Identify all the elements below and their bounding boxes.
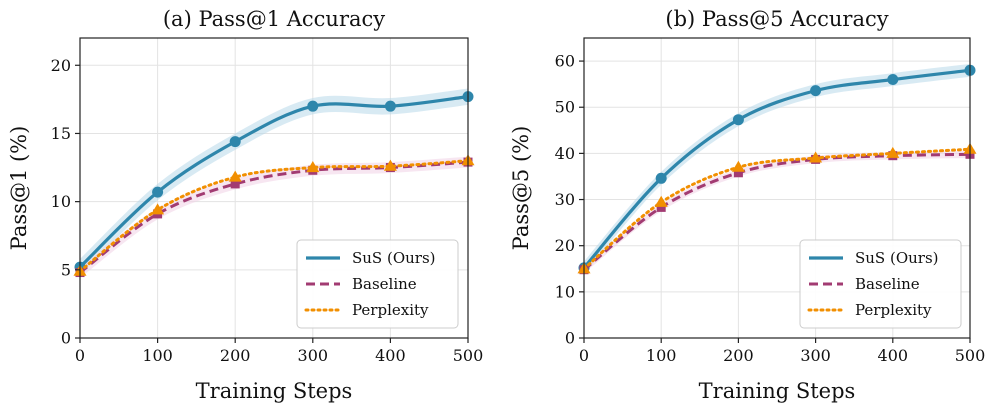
perplexity-point bbox=[731, 160, 745, 172]
chart-title: (a) Pass@1 Accuracy bbox=[163, 7, 385, 31]
legend: SuS (Ours) Baseline Perplexity bbox=[296, 239, 459, 329]
legend-label: Baseline bbox=[352, 275, 417, 293]
plot-frame bbox=[583, 37, 971, 339]
x-tick-label: 200 bbox=[723, 346, 754, 365]
legend-box bbox=[799, 239, 962, 329]
sus-point bbox=[887, 74, 899, 86]
y-tick-label: 50 bbox=[555, 98, 575, 117]
legend-label: SuS (Ours) bbox=[855, 249, 939, 267]
legend-box bbox=[296, 239, 459, 329]
x-tick-label: 100 bbox=[142, 346, 173, 365]
y-tick-label: 20 bbox=[51, 56, 71, 75]
sus-point bbox=[655, 172, 667, 184]
x-tick-label: 400 bbox=[375, 346, 406, 365]
panel-pass-at-1: 0 100 200 300 400 500 0 5 10 15 20 (a) Pass@1 Accur… bbox=[7, 7, 483, 403]
legend: SuS (Ours) Baseline Perplexity bbox=[799, 239, 962, 329]
y-tick-label: 40 bbox=[555, 144, 575, 163]
x-tick-label: 500 bbox=[453, 346, 484, 365]
sus-point bbox=[307, 100, 319, 112]
x-tick-label: 300 bbox=[800, 346, 831, 365]
sus-point bbox=[732, 114, 744, 126]
y-tick-label: 10 bbox=[51, 192, 71, 211]
sus-point bbox=[152, 186, 164, 198]
x-tick-label: 0 bbox=[75, 346, 85, 365]
y-tick-label: 60 bbox=[555, 52, 575, 71]
perplexity-point bbox=[654, 195, 668, 207]
y-tick-label: 20 bbox=[555, 236, 575, 255]
x-axis-label: Training Steps bbox=[699, 379, 856, 403]
x-axis-label: Training Steps bbox=[196, 379, 353, 403]
legend-label: Baseline bbox=[855, 275, 920, 293]
panel-pass-at-5: 0 100 200 300 400 500 0 10 20 30 40 50 60 (b) Pass@5 … bbox=[509, 7, 985, 403]
plot-frame bbox=[79, 37, 469, 339]
perplexity-point bbox=[151, 203, 165, 215]
y-axis-label: Pass@5 (%) bbox=[509, 126, 533, 251]
perplexity-point bbox=[228, 170, 242, 182]
x-tick-label: 300 bbox=[298, 346, 329, 365]
y-axis-label: Pass@1 (%) bbox=[7, 126, 31, 251]
sus-point bbox=[384, 100, 396, 112]
perplexity-point bbox=[306, 161, 320, 173]
sus-confidence-band bbox=[80, 88, 468, 276]
y-tick-label: 30 bbox=[555, 190, 575, 209]
legend-label: SuS (Ours) bbox=[352, 249, 436, 267]
legend-label: Perplexity bbox=[352, 301, 429, 319]
chart-title: (b) Pass@5 Accuracy bbox=[665, 7, 888, 31]
baseline-point bbox=[656, 202, 666, 212]
x-tick-label: 400 bbox=[878, 346, 909, 365]
baseline-point bbox=[733, 168, 743, 178]
perplexity-point bbox=[383, 159, 397, 171]
y-tick-label: 0 bbox=[61, 329, 71, 348]
baseline-point bbox=[230, 179, 240, 189]
x-tick-label: 500 bbox=[955, 346, 986, 365]
perplexity-point bbox=[809, 151, 823, 163]
legend-label: Perplexity bbox=[855, 301, 932, 319]
sus-point bbox=[810, 85, 822, 97]
x-tick-label: 0 bbox=[579, 346, 589, 365]
perplexity-series-line bbox=[78, 159, 470, 273]
perplexity-point bbox=[886, 146, 900, 158]
x-tick-label: 200 bbox=[220, 346, 251, 365]
y-tick-label: 5 bbox=[61, 260, 71, 279]
y-tick-label: 0 bbox=[565, 329, 575, 348]
sus-confidence-band bbox=[584, 63, 970, 275]
y-tick-label: 10 bbox=[555, 282, 575, 301]
y-tick-label: 15 bbox=[51, 124, 71, 143]
x-tick-label: 100 bbox=[646, 346, 677, 365]
sus-point bbox=[229, 136, 241, 148]
